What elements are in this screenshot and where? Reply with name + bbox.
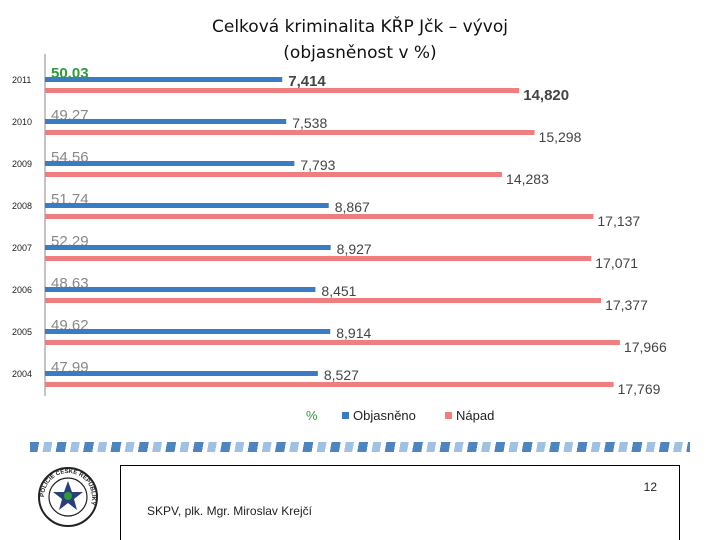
- chart-title-line2: (objasněnost v %): [283, 43, 437, 63]
- value-label-objasneno: 8,451: [321, 283, 356, 299]
- legend-swatch-napad: [445, 412, 452, 419]
- category-label: 2005: [12, 327, 32, 337]
- value-label-objasneno: 7,793: [300, 157, 335, 173]
- bar-napad: [45, 340, 620, 345]
- bar-objasneno: [45, 161, 295, 166]
- value-label-napad: 17,377: [605, 297, 648, 313]
- value-label-napad: 17,966: [624, 339, 667, 355]
- category-label: 2010: [12, 117, 32, 127]
- legend-label-objasneno: Objasněno: [353, 408, 416, 423]
- chart-title: Celková kriminalita KŘP Jčk – vývoj (obj…: [170, 14, 550, 66]
- bar-napad: [45, 382, 614, 387]
- category-label: 2004: [12, 369, 32, 379]
- bar-objasneno: [45, 371, 318, 376]
- bar-napad: [45, 172, 503, 177]
- bar-objasneno: [45, 119, 287, 124]
- value-label-napad: 17,769: [618, 381, 661, 397]
- bar-napad: [45, 88, 520, 93]
- value-label-napad: 14,283: [506, 171, 549, 187]
- bar-objasneno: [45, 287, 316, 292]
- value-label-objasneno: 8,927: [337, 241, 372, 257]
- legend-percent: %: [306, 408, 318, 423]
- bar-objasneno: [45, 329, 331, 334]
- chart-title-line1: Celková kriminalita KŘP Jčk – vývoj: [212, 17, 508, 37]
- value-label-napad: 17,071: [595, 255, 638, 271]
- legend-label-napad: Nápad: [456, 408, 494, 423]
- police-star-badge-icon: POLICIE ČESKÉ REPUBLIKY: [38, 467, 98, 527]
- value-label-napad: 14,820: [523, 87, 569, 104]
- police-logo: POLICIE ČESKÉ REPUBLIKY: [36, 465, 100, 534]
- value-label-napad: 15,298: [539, 129, 582, 145]
- value-label-objasneno: 7,414: [288, 73, 326, 90]
- bar-napad: [45, 214, 594, 219]
- value-label-napad: 17,137: [597, 213, 640, 229]
- decorative-stripe: [30, 442, 690, 452]
- bar-napad: [45, 298, 602, 303]
- category-label: 2006: [12, 285, 32, 295]
- value-label-objasneno: 8,914: [336, 325, 371, 341]
- footer: 12 SKPV, plk. Mgr. Miroslav Krejčí: [120, 465, 680, 540]
- bar-objasneno: [45, 77, 283, 82]
- category-label: 2011: [12, 75, 31, 85]
- bar-objasneno: [45, 245, 331, 250]
- page-number: 12: [643, 480, 657, 494]
- category-label: 2009: [12, 159, 32, 169]
- value-label-objasneno: 7,538: [292, 115, 327, 131]
- category-label: 2007: [12, 243, 32, 253]
- bar-napad: [45, 256, 592, 261]
- author-text: SKPV, plk. Mgr. Miroslav Krejčí: [147, 504, 312, 518]
- value-label-objasneno: 8,867: [335, 199, 370, 215]
- bar-napad: [45, 130, 535, 135]
- bar-objasneno: [45, 203, 329, 208]
- legend-swatch-objasneno: [342, 412, 349, 419]
- value-label-objasneno: 8,527: [324, 367, 359, 383]
- category-label: 2008: [12, 201, 32, 211]
